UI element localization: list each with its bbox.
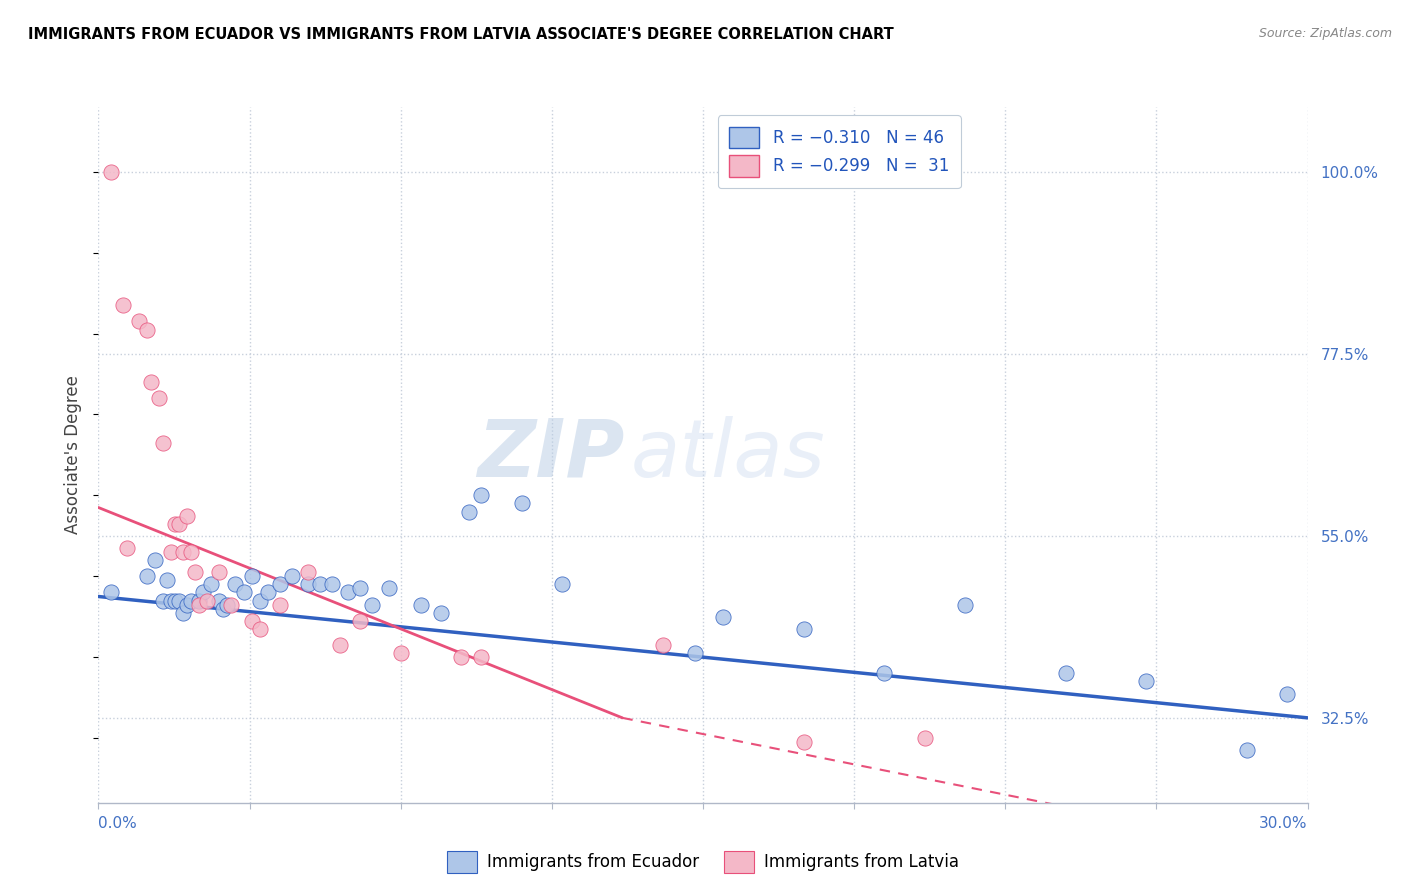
Point bbox=[349, 582, 371, 596]
Text: atlas: atlas bbox=[630, 416, 825, 494]
Point bbox=[510, 496, 533, 510]
Point bbox=[249, 622, 271, 636]
Point bbox=[100, 585, 122, 599]
Point bbox=[172, 545, 194, 559]
Point bbox=[377, 582, 399, 596]
Point bbox=[470, 650, 492, 665]
Text: 0.0%: 0.0% bbox=[98, 816, 138, 831]
Point bbox=[240, 569, 263, 583]
Point bbox=[184, 566, 207, 580]
Point bbox=[337, 585, 360, 599]
Point bbox=[309, 577, 332, 591]
Point bbox=[221, 598, 243, 612]
Point bbox=[200, 577, 222, 591]
Point bbox=[176, 508, 198, 523]
Point bbox=[217, 598, 239, 612]
Point bbox=[651, 638, 673, 652]
Point bbox=[188, 598, 211, 612]
Point bbox=[163, 593, 186, 607]
Point bbox=[953, 598, 976, 612]
Point bbox=[793, 622, 815, 636]
Point bbox=[249, 593, 271, 607]
Point bbox=[167, 516, 190, 531]
Point bbox=[873, 666, 896, 681]
Point bbox=[208, 566, 231, 580]
Point bbox=[551, 577, 574, 591]
Point bbox=[167, 593, 190, 607]
Point bbox=[256, 585, 278, 599]
Point bbox=[711, 609, 734, 624]
Point bbox=[389, 646, 412, 660]
Point bbox=[152, 593, 174, 607]
Point bbox=[329, 638, 352, 652]
Legend: R = −0.310   N = 46, R = −0.299   N =  31: R = −0.310 N = 46, R = −0.299 N = 31 bbox=[717, 115, 960, 188]
Point bbox=[240, 614, 263, 628]
Point bbox=[430, 606, 453, 620]
Point bbox=[269, 577, 291, 591]
Point bbox=[1277, 687, 1299, 701]
Point bbox=[450, 650, 472, 665]
Point bbox=[180, 593, 202, 607]
Point bbox=[115, 541, 138, 555]
Text: IMMIGRANTS FROM ECUADOR VS IMMIGRANTS FROM LATVIA ASSOCIATE'S DEGREE CORRELATION: IMMIGRANTS FROM ECUADOR VS IMMIGRANTS FR… bbox=[28, 27, 894, 42]
Point bbox=[297, 577, 319, 591]
Point bbox=[297, 566, 319, 580]
Point bbox=[232, 585, 254, 599]
Point bbox=[269, 598, 291, 612]
Point bbox=[180, 545, 202, 559]
Point bbox=[160, 545, 183, 559]
Point bbox=[143, 553, 166, 567]
Point bbox=[458, 504, 481, 518]
Point bbox=[281, 569, 304, 583]
Text: Source: ZipAtlas.com: Source: ZipAtlas.com bbox=[1258, 27, 1392, 40]
Point bbox=[135, 322, 157, 336]
Point bbox=[212, 601, 235, 615]
Point bbox=[361, 598, 384, 612]
Point bbox=[321, 577, 343, 591]
Point bbox=[188, 593, 211, 607]
Point bbox=[195, 593, 218, 607]
Point bbox=[683, 646, 706, 660]
Text: 30.0%: 30.0% bbox=[1260, 816, 1308, 831]
Point bbox=[160, 593, 183, 607]
Point bbox=[111, 298, 134, 312]
Point bbox=[139, 375, 162, 389]
Point bbox=[135, 569, 157, 583]
Point bbox=[470, 488, 492, 502]
Point bbox=[914, 731, 936, 745]
Point bbox=[163, 516, 186, 531]
Point bbox=[1054, 666, 1077, 681]
Y-axis label: Associate's Degree: Associate's Degree bbox=[65, 376, 83, 534]
Point bbox=[224, 577, 246, 591]
Point bbox=[172, 606, 194, 620]
Point bbox=[349, 614, 371, 628]
Point bbox=[193, 585, 215, 599]
Point bbox=[148, 392, 170, 406]
Point bbox=[176, 598, 198, 612]
Point bbox=[100, 165, 122, 179]
Point bbox=[156, 574, 179, 588]
Point bbox=[409, 598, 432, 612]
Point bbox=[1236, 743, 1258, 757]
Point bbox=[208, 593, 231, 607]
Text: ZIP: ZIP bbox=[477, 416, 624, 494]
Legend: Immigrants from Ecuador, Immigrants from Latvia: Immigrants from Ecuador, Immigrants from… bbox=[440, 845, 966, 880]
Point bbox=[128, 314, 150, 328]
Point bbox=[152, 435, 174, 450]
Point bbox=[1135, 674, 1157, 689]
Point bbox=[793, 735, 815, 749]
